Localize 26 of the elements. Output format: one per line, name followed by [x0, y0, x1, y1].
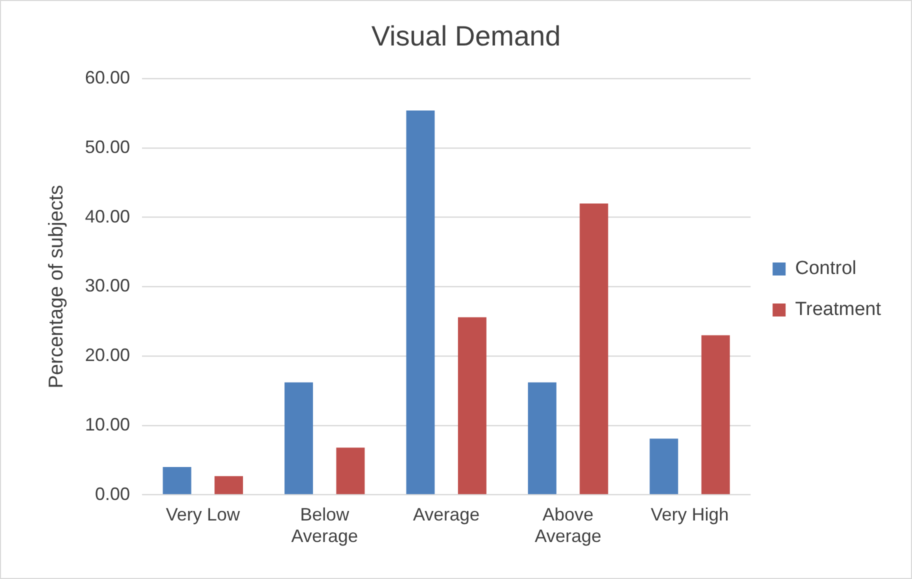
bar: [580, 203, 608, 494]
bar: [458, 317, 486, 494]
legend-label: Control: [795, 258, 856, 280]
y-tick-label: 30.00: [84, 276, 130, 296]
bar: [528, 382, 556, 494]
x-tick-label: Very Low: [166, 504, 241, 525]
y-tick-label: 50.00: [84, 136, 130, 157]
bar: [214, 476, 243, 494]
y-axis-title: Percentage of subjects: [46, 184, 68, 388]
x-tick-label: Average: [412, 504, 480, 525]
y-tick-label: 0.00: [94, 484, 130, 504]
y-tick-label: 10.00: [84, 414, 130, 434]
bar: [162, 467, 192, 494]
bar: [336, 448, 365, 494]
x-tick-label: Very High: [650, 504, 729, 525]
bar: [701, 335, 730, 494]
chart-title: Visual Demand: [371, 20, 561, 52]
y-tick-label: 20.00: [84, 345, 130, 366]
legend-label: Treatment: [795, 299, 882, 320]
bar: [284, 382, 313, 494]
bar: [406, 110, 435, 494]
bar: [650, 438, 678, 494]
y-tick-label: 60.00: [84, 68, 130, 88]
x-tick-label: Below Average: [291, 504, 358, 546]
x-tick-label: Above Average: [534, 504, 602, 546]
y-tick-label: 40.00: [84, 206, 130, 226]
